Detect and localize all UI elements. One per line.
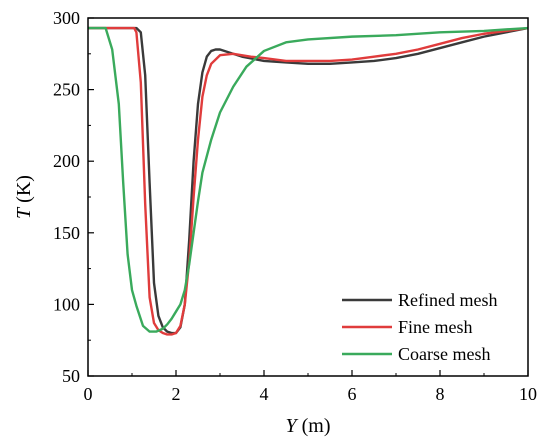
- x-tick-label: 6: [348, 384, 357, 404]
- y-axis-unit: (K): [13, 175, 35, 208]
- y-tick-label: 200: [53, 151, 80, 171]
- x-axis-variable: Y: [285, 415, 298, 437]
- y-axis-variable: T: [13, 206, 35, 219]
- y-tick-label: 50: [62, 366, 80, 386]
- legend-label: Fine mesh: [398, 317, 473, 337]
- y-axis: 50 100 150 200 250 300: [53, 8, 94, 386]
- x-tick-label: 4: [260, 384, 269, 404]
- x-axis-title: Y (m): [285, 415, 330, 437]
- x-tick-label: 2: [172, 384, 181, 404]
- legend-label: Coarse mesh: [398, 344, 490, 364]
- legend-label: Refined mesh: [398, 290, 497, 310]
- series-line-coarse-mesh: [88, 26, 528, 333]
- y-tick-label: 150: [53, 223, 80, 243]
- x-axis: 0 2 4 6 8 10: [84, 370, 537, 404]
- series-layer: [88, 26, 528, 336]
- legend: Refined mesh Fine mesh Coarse mesh: [342, 290, 497, 364]
- series-line-fine-mesh: [88, 26, 528, 336]
- y-axis-title: T (K): [13, 175, 35, 219]
- y-tick-label: 100: [53, 294, 80, 314]
- series-line-refined-mesh: [88, 26, 528, 335]
- x-tick-label: 0: [84, 384, 93, 404]
- x-tick-label: 8: [436, 384, 445, 404]
- y-tick-label: 300: [53, 8, 80, 28]
- x-axis-unit: (m): [297, 415, 331, 437]
- y-tick-label: 250: [53, 80, 80, 100]
- x-tick-label: 10: [519, 384, 537, 404]
